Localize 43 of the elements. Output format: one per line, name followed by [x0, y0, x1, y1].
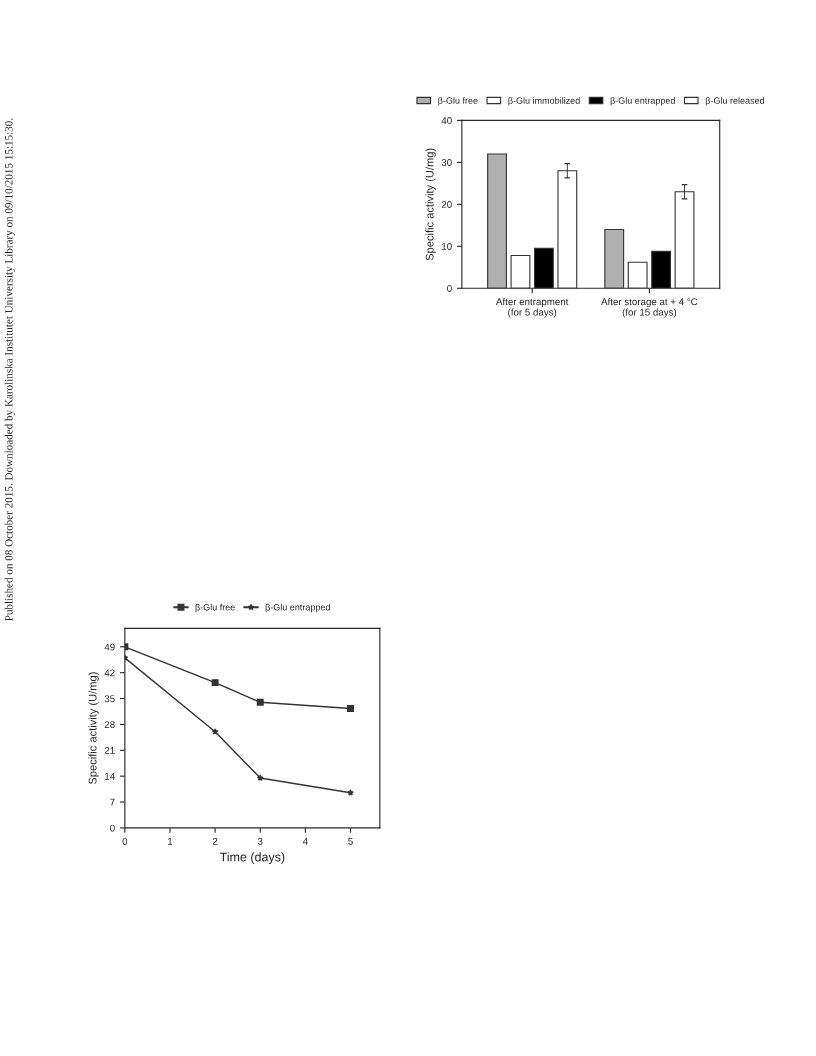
legend-label: β-Glu free — [438, 97, 478, 106]
x-tick-label: 2 — [212, 837, 218, 845]
bar — [651, 250, 672, 289]
y-tick-label: 40 — [441, 117, 452, 124]
y-tick-label: 21 — [104, 747, 115, 754]
bar — [510, 254, 531, 289]
y-tick-label: 0 — [110, 824, 115, 832]
legend-label: β-Glu immobilized — [508, 97, 580, 106]
y-tick-label: 7 — [110, 798, 115, 806]
legend-label: β-Glu entrapped — [265, 603, 330, 613]
x-tick-label: After storage at + 4 °C (for 15 days) — [601, 298, 698, 318]
x-tick-label: 3 — [257, 837, 263, 845]
x-axis-title: Time (days) — [219, 852, 285, 864]
y-tick-label: 28 — [104, 721, 115, 729]
x-tick-label: 1 — [168, 837, 173, 845]
x-tick-label: 5 — [348, 837, 353, 845]
point — [347, 705, 354, 712]
x-tick-label: 4 — [302, 837, 308, 845]
y-tick-label: 20 — [441, 201, 452, 208]
y-axis-title: Specific activity (U/mg) — [88, 672, 99, 785]
point — [211, 728, 219, 735]
legend-label: β-Glu free — [195, 603, 235, 613]
y-axis-title: Specific activity (U/mg) — [425, 148, 436, 261]
y-tick-label: 30 — [441, 159, 452, 166]
y-tick-label: 14 — [105, 772, 115, 780]
point — [256, 774, 264, 781]
point — [347, 789, 354, 796]
legend-label: β-Glu entrapped — [610, 97, 675, 106]
y-tick-label: 35 — [104, 695, 115, 703]
y-tick-label: 10 — [442, 243, 452, 250]
point — [256, 698, 264, 706]
bar — [487, 153, 507, 289]
x-tick-label: After entrapment (for 5 days) — [496, 298, 569, 318]
text: Published on 08 October 2015. Downloaded by Karolinska Institutet University Library on 09/10/2015 15:15:30. — [4, 118, 15, 621]
x-tick-label: 0 — [122, 837, 128, 845]
y-tick-label: 0 — [447, 285, 452, 292]
bar — [604, 228, 625, 289]
bar — [533, 247, 554, 289]
y-tick-label: 49 — [104, 643, 115, 651]
y-tick-label: 42 — [104, 669, 115, 677]
legend-label: β-Glu released — [705, 97, 765, 106]
point — [211, 679, 219, 687]
bar — [627, 261, 648, 289]
